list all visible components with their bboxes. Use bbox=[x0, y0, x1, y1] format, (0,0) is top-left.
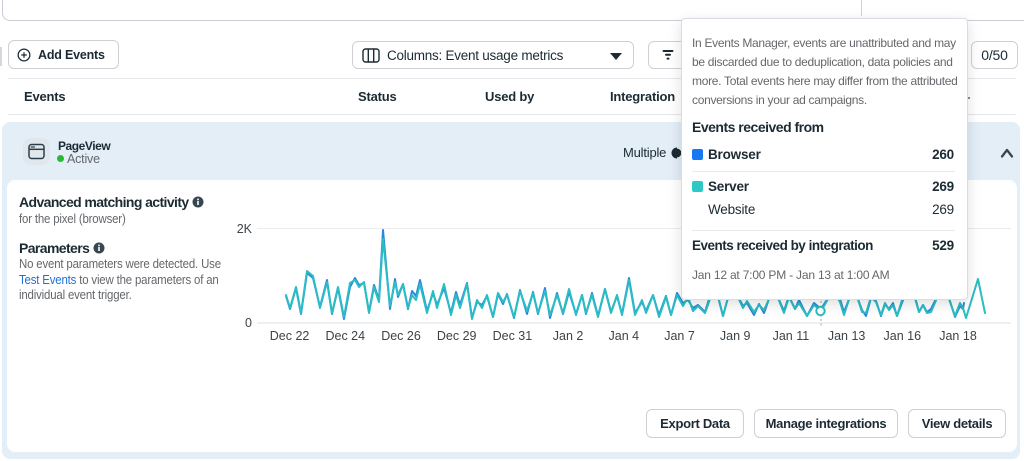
svg-text:Jan 16: Jan 16 bbox=[884, 329, 922, 343]
svg-text:Jan 13: Jan 13 bbox=[828, 329, 866, 343]
svg-text:Jan 11: Jan 11 bbox=[773, 329, 810, 343]
svg-text:Dec 31: Dec 31 bbox=[493, 329, 533, 343]
svg-text:2K: 2K bbox=[237, 222, 253, 236]
svg-text:Dec 24: Dec 24 bbox=[325, 329, 365, 343]
svg-text:Jan 2: Jan 2 bbox=[553, 329, 584, 343]
svg-text:Jan 7: Jan 7 bbox=[664, 329, 695, 343]
svg-text:Jan 18: Jan 18 bbox=[939, 329, 977, 343]
svg-text:Dec 22: Dec 22 bbox=[270, 329, 310, 343]
svg-text:0: 0 bbox=[245, 316, 252, 330]
svg-text:Jan 4: Jan 4 bbox=[609, 329, 640, 343]
svg-text:Dec 26: Dec 26 bbox=[381, 329, 421, 343]
svg-text:Dec 29: Dec 29 bbox=[437, 329, 477, 343]
svg-text:Jan 9: Jan 9 bbox=[720, 329, 751, 343]
